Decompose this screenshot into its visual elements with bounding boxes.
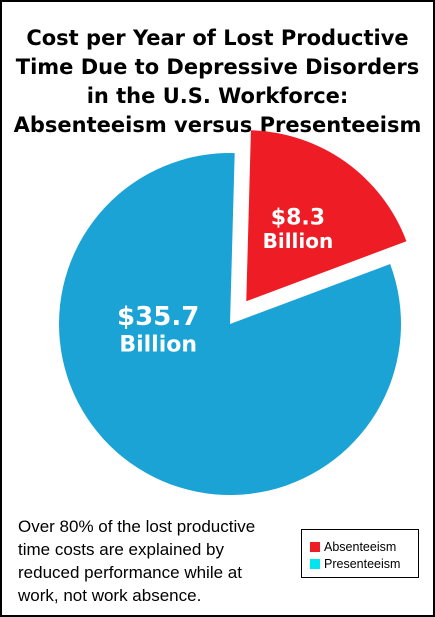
title-line: in the U.S. Workforce: xyxy=(86,84,349,108)
legend-label: Presenteeism xyxy=(324,557,401,571)
pie-slice-absenteeism xyxy=(246,130,407,302)
footnote-line: work, not work absence. xyxy=(18,586,202,605)
title-line: Absenteeism versus Presenteeism xyxy=(13,113,422,137)
slice-data-label: Billion xyxy=(263,229,334,253)
slice-data-label: $35.7 xyxy=(117,302,199,332)
legend: Absenteeism Presenteeism xyxy=(301,529,419,578)
pie-slice-presenteeism xyxy=(59,152,401,495)
slice-data-label: Billion xyxy=(119,333,197,358)
legend-swatch xyxy=(310,542,320,552)
legend-item-presenteeism: Presenteeism xyxy=(310,557,400,571)
footnote-line: time costs are explained by xyxy=(18,540,224,559)
slice-data-label: $8.3 xyxy=(271,206,325,231)
title-line: Time Due to Depressive Disorders xyxy=(15,55,420,79)
footnote-line: reduced performance while at xyxy=(18,563,242,582)
title-line: Cost per Year of Lost Productive xyxy=(26,26,409,50)
legend-label: Absenteeism xyxy=(324,540,397,554)
legend-item-absenteeism: Absenteeism xyxy=(310,540,396,554)
legend-swatch xyxy=(310,559,320,569)
footnote-line: Over 80% of the lost productive xyxy=(18,517,256,536)
footnote: Over 80% of the lost productive time cos… xyxy=(18,515,283,607)
chart-title: Cost per Year of Lost Productive Time Du… xyxy=(8,24,427,140)
